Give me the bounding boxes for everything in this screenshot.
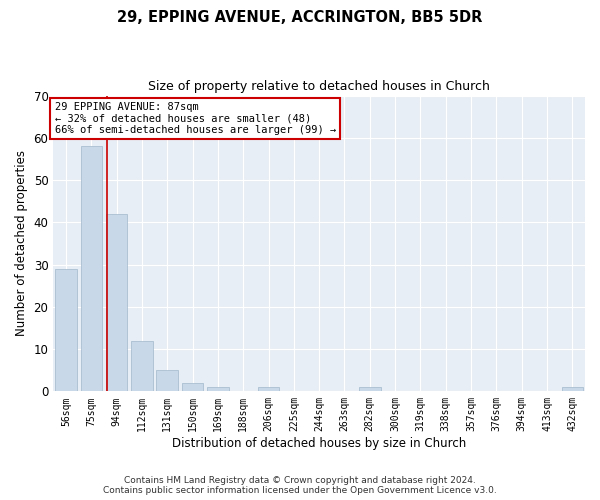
Bar bbox=[157, 370, 178, 392]
Bar bbox=[55, 269, 77, 392]
Bar bbox=[182, 383, 203, 392]
Bar bbox=[207, 387, 229, 392]
Bar bbox=[80, 146, 102, 392]
Text: 29 EPPING AVENUE: 87sqm
← 32% of detached houses are smaller (48)
66% of semi-de: 29 EPPING AVENUE: 87sqm ← 32% of detache… bbox=[55, 102, 336, 135]
Text: 29, EPPING AVENUE, ACCRINGTON, BB5 5DR: 29, EPPING AVENUE, ACCRINGTON, BB5 5DR bbox=[118, 10, 482, 25]
Bar bbox=[562, 387, 583, 392]
Bar bbox=[106, 214, 127, 392]
X-axis label: Distribution of detached houses by size in Church: Distribution of detached houses by size … bbox=[172, 437, 466, 450]
Text: Contains HM Land Registry data © Crown copyright and database right 2024.
Contai: Contains HM Land Registry data © Crown c… bbox=[103, 476, 497, 495]
Bar bbox=[131, 340, 152, 392]
Bar bbox=[258, 387, 279, 392]
Title: Size of property relative to detached houses in Church: Size of property relative to detached ho… bbox=[148, 80, 490, 93]
Y-axis label: Number of detached properties: Number of detached properties bbox=[15, 150, 28, 336]
Bar bbox=[359, 387, 380, 392]
